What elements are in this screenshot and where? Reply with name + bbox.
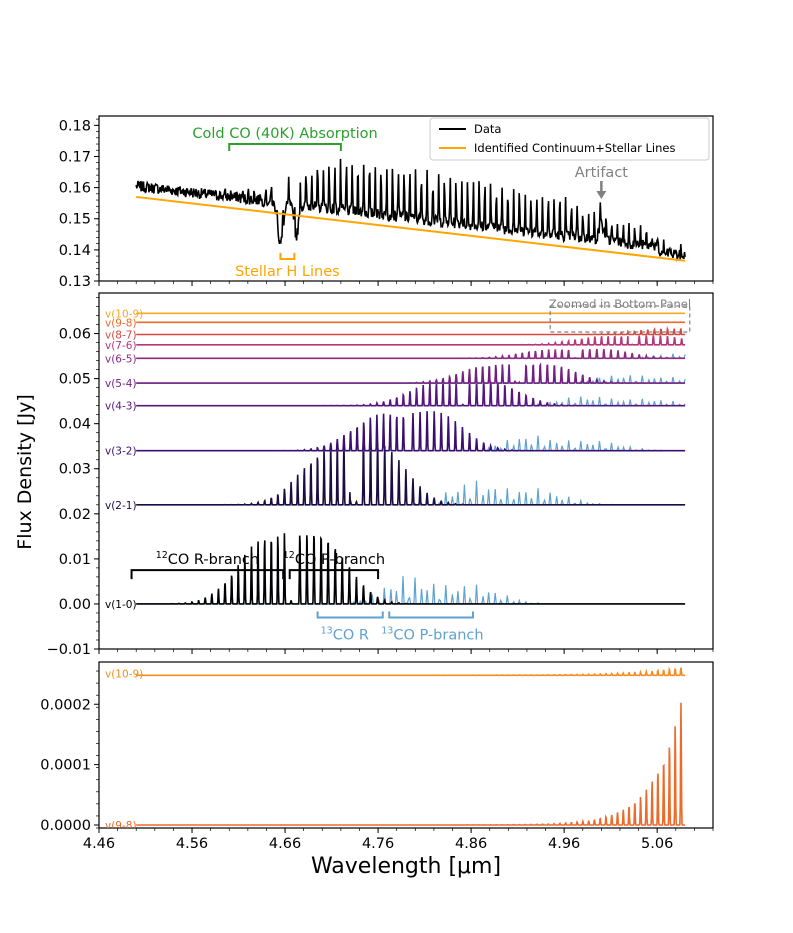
band-12co-line [136, 362, 686, 384]
y-tick-label: 0.16 [59, 181, 91, 197]
y-tick-label: 0.0000 [40, 818, 91, 834]
x-tick-label: 4.86 [455, 836, 487, 852]
12co-r-branch-label: 12CO R-branch [156, 550, 259, 568]
y-tick-label: −0.01 [47, 642, 91, 658]
band-12co-line [136, 325, 686, 336]
13co-r-branch-label: 13CO R [321, 626, 369, 644]
top-panel-plot [135, 158, 686, 262]
cold-co-label: Cold CO (40K) Absorption [192, 126, 377, 142]
data-series-line [135, 158, 686, 262]
legend-continuum-label: Identified Continuum+Stellar Lines [474, 141, 675, 155]
y-tick-label: 0.15 [59, 212, 91, 228]
13co-p-branch-label: 13CO P-branch [381, 626, 483, 644]
zoom-label: Zoomed in Bottom Panel [549, 297, 691, 311]
stellar-h-label: Stellar H Lines [235, 264, 340, 280]
bottom-series-line [136, 666, 686, 677]
bottom-series-line [136, 702, 686, 826]
x-tick-label: 4.46 [83, 836, 115, 852]
band-label: v(6-5) [105, 353, 137, 365]
x-tick-label: 4.76 [362, 836, 394, 852]
12co-r-branch-bracket [130, 569, 285, 580]
middle-panel-frame [98, 292, 714, 650]
y-tick-label: 0.05 [59, 372, 91, 388]
band-label: v(8-7) [105, 329, 137, 341]
band-12co-line [136, 334, 686, 346]
band-label: v(5-4) [105, 378, 137, 390]
artifact-arrow-head [596, 191, 607, 199]
y-tick-label: 0.0002 [40, 697, 91, 713]
bottom-panel-plot: v(10-9) v(9-8) [105, 666, 686, 832]
13co-r-branch-bracket [316, 611, 384, 619]
band-12co-line [136, 381, 686, 407]
band-12co-line [136, 411, 686, 452]
zoom-box [549, 305, 691, 333]
band-v(5-4) [136, 362, 686, 384]
bottom-series-label: v(9-8) [105, 820, 137, 832]
middle-panel-plot: v(1-0) v(2-1) v(3-2) v(4-3) v(5-4) v(6-5)v(7-… [105, 308, 686, 611]
band-label: v(9-8) [105, 317, 137, 329]
band-label: v(2-1) [105, 500, 137, 512]
band-label: v(1-0) [105, 599, 137, 611]
band-label: v(3-2) [105, 446, 137, 458]
bottom-panel-frame [98, 661, 714, 829]
band-12co-line [136, 533, 686, 605]
band-v(2-1) [136, 441, 686, 506]
y-tick-label: 0.0001 [40, 758, 91, 774]
y-axis-label: Flux Density [Jy] [14, 394, 36, 549]
x-axis-label: Wavelength [μm] [311, 854, 501, 879]
band-v(4-3) [136, 381, 686, 407]
band-v(8-7) [136, 325, 686, 336]
y-tick-label: 0.18 [59, 118, 91, 134]
band-v(1-0) [136, 533, 686, 605]
y-tick-label: 0.14 [59, 243, 91, 259]
stellar-h-bracket [279, 253, 296, 260]
band-label: v(7-6) [105, 340, 137, 352]
x-tick-label: 5.06 [641, 836, 673, 852]
y-tick-label: 0.06 [59, 327, 91, 343]
band-13co-line [136, 480, 686, 506]
12co-p-branch-label: 12CO P-branch [283, 550, 385, 568]
band-v(7-6) [136, 334, 686, 346]
legend-data-label: Data [474, 122, 501, 136]
y-tick-label: 0.13 [59, 274, 91, 290]
y-tick-label: 0.00 [59, 597, 91, 613]
y-tick-label: 0.04 [59, 417, 91, 433]
band-v(3-2) [136, 411, 686, 452]
annotations: Cold CO (40K) Absorption Artifact Stellar … [130, 126, 691, 644]
y-tick-label: 0.03 [59, 462, 91, 478]
band-12co-line [136, 441, 686, 506]
x-tick-label: 4.56 [176, 836, 208, 852]
top-panel-frame [98, 115, 714, 282]
band-12co-line [136, 348, 686, 360]
cold-co-bracket [228, 143, 342, 152]
y-tick-label: 0.01 [59, 552, 91, 568]
legend-box [429, 117, 710, 161]
12co-p-branch-bracket [288, 569, 380, 580]
y-tick-label: 0.17 [59, 149, 91, 165]
axes: 0.13 0.14 0.15 0.16 0.17 0.18 −0.01 0.00 0.01 0.0… [40, 118, 714, 852]
bottom-series-label: v(10-9) [105, 668, 143, 680]
x-tick-label: 4.96 [548, 836, 580, 852]
legend: Data Identified Continuum+Stellar Lines [429, 117, 710, 161]
band-13co-line [136, 435, 686, 452]
band-v(6-5) [136, 348, 686, 360]
artifact-label: Artifact [575, 165, 629, 181]
band-label: v(4-3) [105, 401, 137, 413]
band-label: v(10-9) [105, 308, 143, 320]
y-tick-label: 0.02 [59, 507, 91, 523]
x-tick-label: 4.66 [269, 836, 301, 852]
13co-p-branch-bracket [388, 611, 474, 619]
continuum-line [136, 195, 686, 262]
